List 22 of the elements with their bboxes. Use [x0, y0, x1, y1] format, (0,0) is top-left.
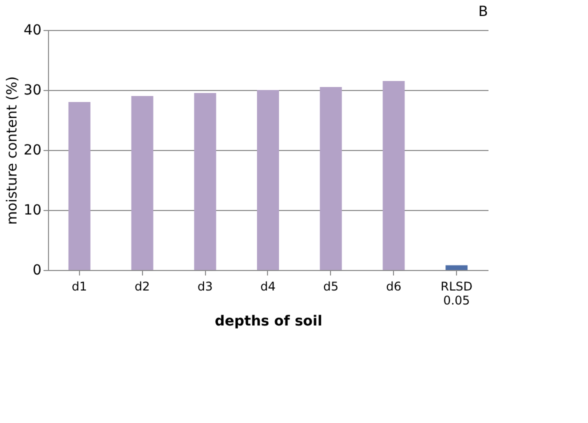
x-tick-label: d6	[386, 280, 402, 294]
x-tick-label: RLSD 0.05	[440, 280, 473, 308]
bar	[131, 96, 154, 270]
chart-title: B	[478, 4, 488, 20]
x-tick-label: d5	[323, 280, 338, 294]
bar	[68, 102, 90, 270]
y-tick-label: 20	[24, 142, 42, 158]
x-axis-title: depths of soil	[214, 314, 322, 330]
y-tick-label: 0	[32, 262, 42, 278]
bar	[194, 93, 216, 270]
x-tick-label: d1	[72, 280, 88, 294]
bar	[446, 265, 468, 270]
y-tick-label: 30	[24, 82, 42, 98]
bar	[257, 90, 279, 270]
x-tick-label: d2	[134, 280, 150, 294]
x-tick-label: d3	[198, 280, 213, 294]
bar	[382, 81, 405, 270]
y-axis-title: moisture content (%)	[4, 76, 21, 225]
y-tick-label: 40	[24, 22, 42, 38]
y-tick-label: 10	[24, 202, 42, 218]
x-tick-label: d4	[260, 280, 276, 294]
bar	[320, 87, 342, 270]
